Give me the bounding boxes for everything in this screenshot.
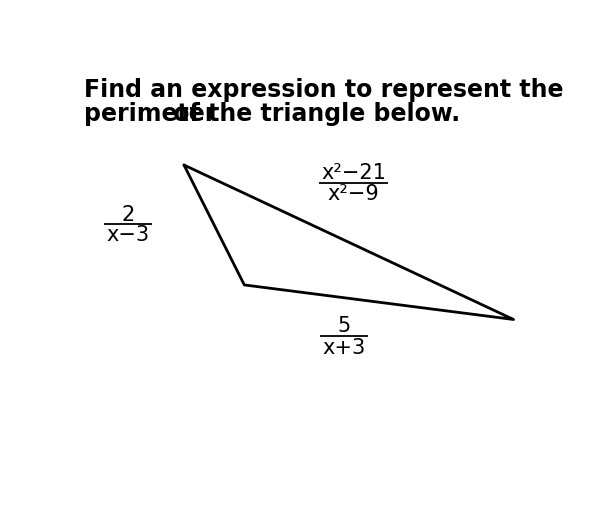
Text: 5: 5 (337, 316, 351, 336)
Text: x+3: x+3 (322, 338, 366, 358)
Text: 2: 2 (122, 205, 135, 224)
Text: perimeter: perimeter (84, 102, 216, 126)
Text: Find an expression to represent the: Find an expression to represent the (84, 78, 564, 102)
Text: x−3: x−3 (107, 225, 150, 245)
Text: of the triangle below.: of the triangle below. (165, 102, 461, 126)
Text: x²−21: x²−21 (321, 163, 386, 183)
Text: x²−9: x²−9 (328, 184, 379, 204)
